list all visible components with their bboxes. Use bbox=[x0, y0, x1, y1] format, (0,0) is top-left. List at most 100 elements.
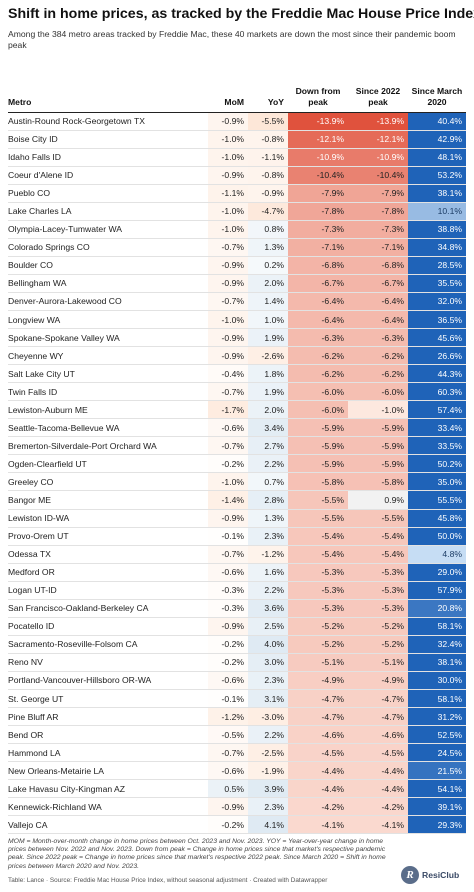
cell-since-2022-peak: -5.5% bbox=[348, 509, 408, 528]
table-row: Pueblo CO -1.1% -0.9% -7.9% -7.9% 38.1% bbox=[8, 184, 466, 203]
cell-yoy: -1.2% bbox=[248, 545, 288, 564]
table-row: Lake Havasu City-Kingman AZ 0.5% 3.9% -4.4%… bbox=[8, 779, 466, 799]
cell-metro: Seattle-Tacoma-Bellevue WA bbox=[8, 418, 208, 438]
table-row: Ogden-Clearfield UT -0.2% 2.2% -5.9% -5.9% 50… bbox=[8, 454, 466, 474]
cell-mom: -1.0% bbox=[208, 472, 248, 492]
cell-since-2022-peak: -4.7% bbox=[348, 707, 408, 727]
cell-mom: -1.0% bbox=[208, 148, 248, 167]
cell-mom: -0.9% bbox=[208, 346, 248, 366]
cell-yoy: 2.5% bbox=[248, 617, 288, 636]
cell-since-march-2020: 10.1% bbox=[408, 202, 466, 221]
cell-since-2022-peak: -6.3% bbox=[348, 328, 408, 348]
cell-since-march-2020: 36.5% bbox=[408, 310, 466, 330]
cell-down-from-peak: -4.7% bbox=[288, 689, 348, 709]
cell-since-2022-peak: -4.7% bbox=[348, 689, 408, 709]
table-row: Logan UT-ID -0.3% 2.2% -5.3% -5.3% 57.9% bbox=[8, 581, 466, 600]
cell-down-from-peak: -5.9% bbox=[288, 454, 348, 474]
cell-metro: Ogden-Clearfield UT bbox=[8, 454, 208, 474]
cell-since-2022-peak: -7.9% bbox=[348, 184, 408, 203]
cell-since-march-2020: 58.1% bbox=[408, 617, 466, 636]
cell-yoy: 1.6% bbox=[248, 563, 288, 582]
cell-since-2022-peak: -7.1% bbox=[348, 238, 408, 257]
cell-down-from-peak: -4.4% bbox=[288, 761, 348, 781]
cell-yoy: 2.0% bbox=[248, 400, 288, 420]
cell-metro: New Orleans-Metairie LA bbox=[8, 761, 208, 781]
cell-metro: Vallejo CA bbox=[8, 815, 208, 835]
table-row: Provo-Orem UT -0.1% 2.3% -5.4% -5.4% 50.0% bbox=[8, 527, 466, 546]
cell-since-2022-peak: -7.3% bbox=[348, 220, 408, 239]
cell-since-2022-peak: -6.0% bbox=[348, 382, 408, 402]
cell-yoy: 1.0% bbox=[248, 310, 288, 330]
cell-since-march-2020: 48.1% bbox=[408, 148, 466, 167]
cell-down-from-peak: -5.2% bbox=[288, 635, 348, 654]
cell-down-from-peak: -4.4% bbox=[288, 779, 348, 799]
cell-since-2022-peak: -5.9% bbox=[348, 418, 408, 438]
cell-since-march-2020: 42.9% bbox=[408, 130, 466, 149]
cell-since-march-2020: 38.1% bbox=[408, 653, 466, 672]
cell-since-march-2020: 55.5% bbox=[408, 490, 466, 510]
cell-since-march-2020: 38.8% bbox=[408, 220, 466, 239]
cell-down-from-peak: -5.5% bbox=[288, 509, 348, 528]
cell-since-2022-peak: -5.4% bbox=[348, 527, 408, 546]
cell-since-march-2020: 31.2% bbox=[408, 707, 466, 727]
table-row: Colorado Springs CO -0.7% 1.3% -7.1% -7.1% 34… bbox=[8, 238, 466, 257]
cell-mom: -0.2% bbox=[208, 653, 248, 672]
table-row: Bangor ME -1.4% 2.8% -5.5% 0.9% 55.5% bbox=[8, 490, 466, 510]
cell-down-from-peak: -4.7% bbox=[288, 707, 348, 727]
table-row: Lewiston ID-WA -0.9% 1.3% -5.5% -5.5% 45.8% bbox=[8, 509, 466, 528]
table-row: Vallejo CA -0.2% 4.1% -4.1% -4.1% 29.3% bbox=[8, 815, 466, 835]
cell-mom: -0.5% bbox=[208, 725, 248, 745]
table-row: Bend OR -0.5% 2.2% -4.6% -4.6% 52.5% bbox=[8, 725, 466, 745]
table-row: Idaho Falls ID -1.0% -1.1% -10.9% -10.9% 48.1… bbox=[8, 148, 466, 167]
cell-mom: -1.0% bbox=[208, 130, 248, 149]
cell-since-2022-peak: -6.8% bbox=[348, 256, 408, 275]
cell-since-march-2020: 58.1% bbox=[408, 689, 466, 709]
cell-mom: -1.2% bbox=[208, 707, 248, 727]
table-row: Denver-Aurora-Lakewood CO -0.7% 1.4% -6.4% -… bbox=[8, 292, 466, 312]
table-row: Kennewick-Richland WA -0.9% 2.3% -4.2% -4.2%… bbox=[8, 797, 466, 817]
cell-since-march-2020: 57.4% bbox=[408, 400, 466, 420]
cell-mom: -0.9% bbox=[208, 328, 248, 348]
table-row: Spokane-Spokane Valley WA -0.9% 1.9% -6.3% -… bbox=[8, 328, 466, 348]
cell-mom: -0.2% bbox=[208, 454, 248, 474]
cell-metro: Portland-Vancouver-Hillsboro OR-WA bbox=[8, 671, 208, 691]
column-header-metro: Metro bbox=[8, 66, 208, 113]
cell-down-from-peak: -10.4% bbox=[288, 166, 348, 185]
cell-since-2022-peak: -5.9% bbox=[348, 436, 408, 456]
table-row: Hammond LA -0.7% -2.5% -4.5% -4.5% 24.5% bbox=[8, 743, 466, 763]
cell-since-march-2020: 50.2% bbox=[408, 454, 466, 474]
cell-yoy: -3.0% bbox=[248, 707, 288, 727]
cell-down-from-peak: -5.9% bbox=[288, 436, 348, 456]
cell-since-2022-peak: -4.6% bbox=[348, 725, 408, 745]
cell-down-from-peak: -5.3% bbox=[288, 581, 348, 600]
cell-yoy: 2.3% bbox=[248, 671, 288, 691]
cell-mom: -0.6% bbox=[208, 563, 248, 582]
cell-since-march-2020: 30.0% bbox=[408, 671, 466, 691]
cell-metro: Spokane-Spokane Valley WA bbox=[8, 328, 208, 348]
cell-down-from-peak: -6.0% bbox=[288, 382, 348, 402]
column-header-down-from-peak: Down from peak bbox=[288, 66, 348, 113]
column-header-since-2022-peak: Since 2022 peak bbox=[348, 66, 408, 113]
cell-mom: -0.1% bbox=[208, 527, 248, 546]
cell-down-from-peak: -7.1% bbox=[288, 238, 348, 257]
cell-metro: Lake Havasu City-Kingman AZ bbox=[8, 779, 208, 799]
cell-metro: San Francisco-Oakland-Berkeley CA bbox=[8, 599, 208, 618]
cell-yoy: 3.6% bbox=[248, 599, 288, 618]
cell-mom: -0.6% bbox=[208, 418, 248, 438]
cell-yoy: -2.5% bbox=[248, 743, 288, 763]
cell-yoy: -0.8% bbox=[248, 130, 288, 149]
cell-yoy: 2.2% bbox=[248, 725, 288, 745]
cell-since-2022-peak: -6.7% bbox=[348, 274, 408, 293]
cell-yoy: 1.9% bbox=[248, 382, 288, 402]
cell-since-2022-peak: -5.9% bbox=[348, 454, 408, 474]
cell-mom: -0.7% bbox=[208, 436, 248, 456]
cell-since-march-2020: 54.1% bbox=[408, 779, 466, 799]
cell-metro: Kennewick-Richland WA bbox=[8, 797, 208, 817]
table-row: Coeur d'Alene ID -0.9% -0.8% -10.4% -10.4% 53… bbox=[8, 166, 466, 185]
cell-metro: Odessa TX bbox=[8, 545, 208, 564]
table-row: Lewiston-Auburn ME -1.7% 2.0% -6.0% -1.0% 57.… bbox=[8, 400, 466, 420]
logo-mark: R bbox=[401, 866, 419, 884]
table-row: Pocatello ID -0.9% 2.5% -5.2% -5.2% 58.1% bbox=[8, 617, 466, 636]
cell-mom: -0.1% bbox=[208, 689, 248, 709]
cell-down-from-peak: -10.9% bbox=[288, 148, 348, 167]
